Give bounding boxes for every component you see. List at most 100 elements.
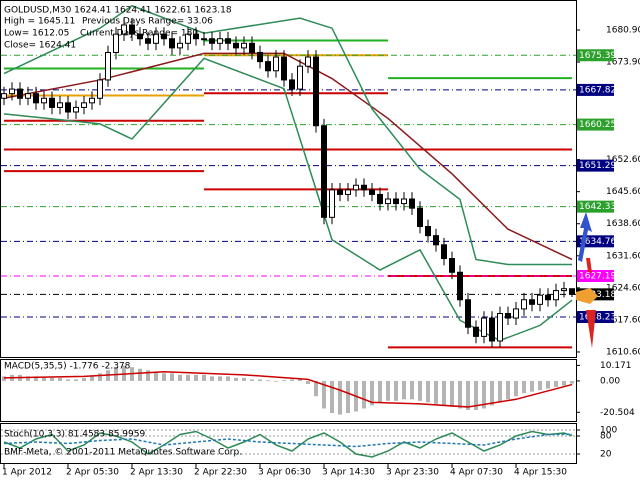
candle-body: [369, 189, 375, 195]
macd-bar: [42, 377, 46, 381]
candle-body: [313, 56, 319, 127]
candle-body: [505, 312, 511, 319]
macd-bar: [410, 380, 414, 400]
macd-bar: [162, 373, 166, 381]
level-label: 1634.76: [579, 237, 616, 247]
candle-body: [473, 326, 479, 337]
candle-body: [57, 102, 63, 108]
info-text: Previous Days Range= 33.06: [82, 17, 213, 27]
level-label-box: [577, 159, 614, 172]
candle-body: [209, 38, 215, 44]
candle-body: [89, 97, 95, 104]
macd-bar: [170, 373, 174, 381]
candle-body: [345, 189, 351, 195]
stoch-line: [3, 433, 573, 448]
macd-bar: [186, 374, 190, 381]
level-label-box: [577, 311, 614, 324]
candle-body: [297, 65, 303, 90]
candle-body: [561, 288, 567, 292]
macd-bar: [298, 379, 302, 381]
candle-body: [273, 56, 279, 72]
candle-body: [569, 288, 575, 295]
macd-bar: [490, 380, 494, 406]
candle-body: [417, 207, 423, 227]
level-label-box: [577, 200, 614, 213]
macd-bar: [370, 380, 374, 406]
candle-body: [281, 56, 287, 81]
info-text: Low= 1612.05: [4, 29, 69, 39]
stoch-title: Stoch(10,3,3) 81.4583 85.9959: [4, 430, 145, 440]
candle-body: [161, 33, 167, 40]
macd-bar: [402, 380, 406, 400]
candle-body: [497, 312, 503, 342]
down-arrow: [586, 258, 594, 310]
candle-body: [233, 42, 239, 49]
info-text: High = 1645.11: [4, 17, 75, 27]
x-tick-label: 1 Apr 2012: [2, 468, 52, 478]
macd-bar: [74, 379, 78, 381]
candle-body: [73, 106, 79, 113]
candle-body: [249, 42, 255, 53]
macd-bar: [218, 376, 222, 381]
price-marker: [576, 288, 598, 304]
macd-bar: [122, 365, 126, 381]
macd-bar: [306, 380, 310, 385]
candle-body: [513, 308, 519, 319]
y-tick-label: 1610.60: [606, 347, 640, 357]
level-label-box: [577, 118, 614, 131]
candle-body: [529, 299, 535, 305]
candle-body: [217, 38, 223, 44]
macd-bar: [522, 380, 526, 394]
candle-body: [33, 93, 39, 104]
x-tick-label: 4 Apr 15:30: [514, 468, 567, 478]
macd-bar: [50, 377, 54, 381]
candle-body: [113, 33, 119, 53]
candle-body: [393, 198, 399, 205]
level-label: 1667.82: [579, 85, 616, 95]
candle-body: [257, 51, 263, 63]
y-tick-label: 1624.60: [606, 283, 640, 293]
macd-bar: [474, 380, 478, 410]
macd-bar: [234, 377, 238, 381]
macd-bar: [514, 380, 518, 397]
macd-bar: [426, 380, 430, 403]
macd-bar: [138, 368, 142, 381]
macd-bar: [290, 379, 294, 381]
candle-body: [193, 33, 199, 40]
indicator-line: [3, 4, 572, 266]
macd-bar: [210, 376, 214, 381]
chart-title: GOLDUSD,M30 1624.41 1624.41 1622.61 1623…: [4, 6, 232, 16]
y-tick-label: 100: [600, 426, 617, 436]
macd-bar: [378, 380, 382, 403]
level-label: 1651.29: [579, 161, 616, 171]
macd-bar: [338, 380, 342, 415]
macd-bar: [570, 380, 574, 384]
macd-bar: [562, 380, 566, 386]
info-text: Close= 1624.41: [4, 41, 76, 51]
macd-bar: [554, 380, 558, 388]
candle-body: [225, 38, 231, 44]
y-tick-label: 0.00: [600, 376, 620, 386]
x-tick-label: 4 Apr 07:30: [450, 468, 503, 478]
macd-bar: [482, 380, 486, 409]
macd-bar: [154, 371, 158, 381]
candle-body: [385, 198, 391, 205]
candle-body: [289, 79, 295, 90]
macd-bar: [194, 374, 198, 381]
y-tick-label: 1617.60: [606, 315, 640, 325]
candle-body: [305, 56, 311, 67]
y-tick-label: 10.171: [600, 361, 632, 371]
macd-bar: [322, 380, 326, 409]
macd-bar: [258, 379, 262, 381]
indicator-line: [3, 57, 573, 342]
candle-body: [241, 42, 247, 49]
macd-bar: [458, 380, 462, 409]
candle-body: [49, 97, 55, 108]
level-label: 1642.33: [579, 202, 616, 212]
candle-body: [457, 271, 463, 301]
macd-bar: [330, 380, 334, 414]
candle-body: [129, 24, 135, 35]
level-label-box: [577, 83, 614, 96]
